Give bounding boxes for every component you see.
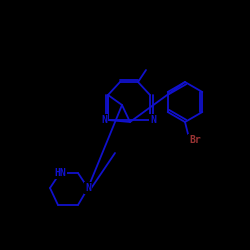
Text: N: N — [85, 183, 91, 193]
Text: N: N — [101, 115, 107, 125]
Text: N: N — [150, 115, 156, 125]
Text: HN: HN — [54, 168, 66, 178]
Text: Br: Br — [189, 135, 201, 145]
